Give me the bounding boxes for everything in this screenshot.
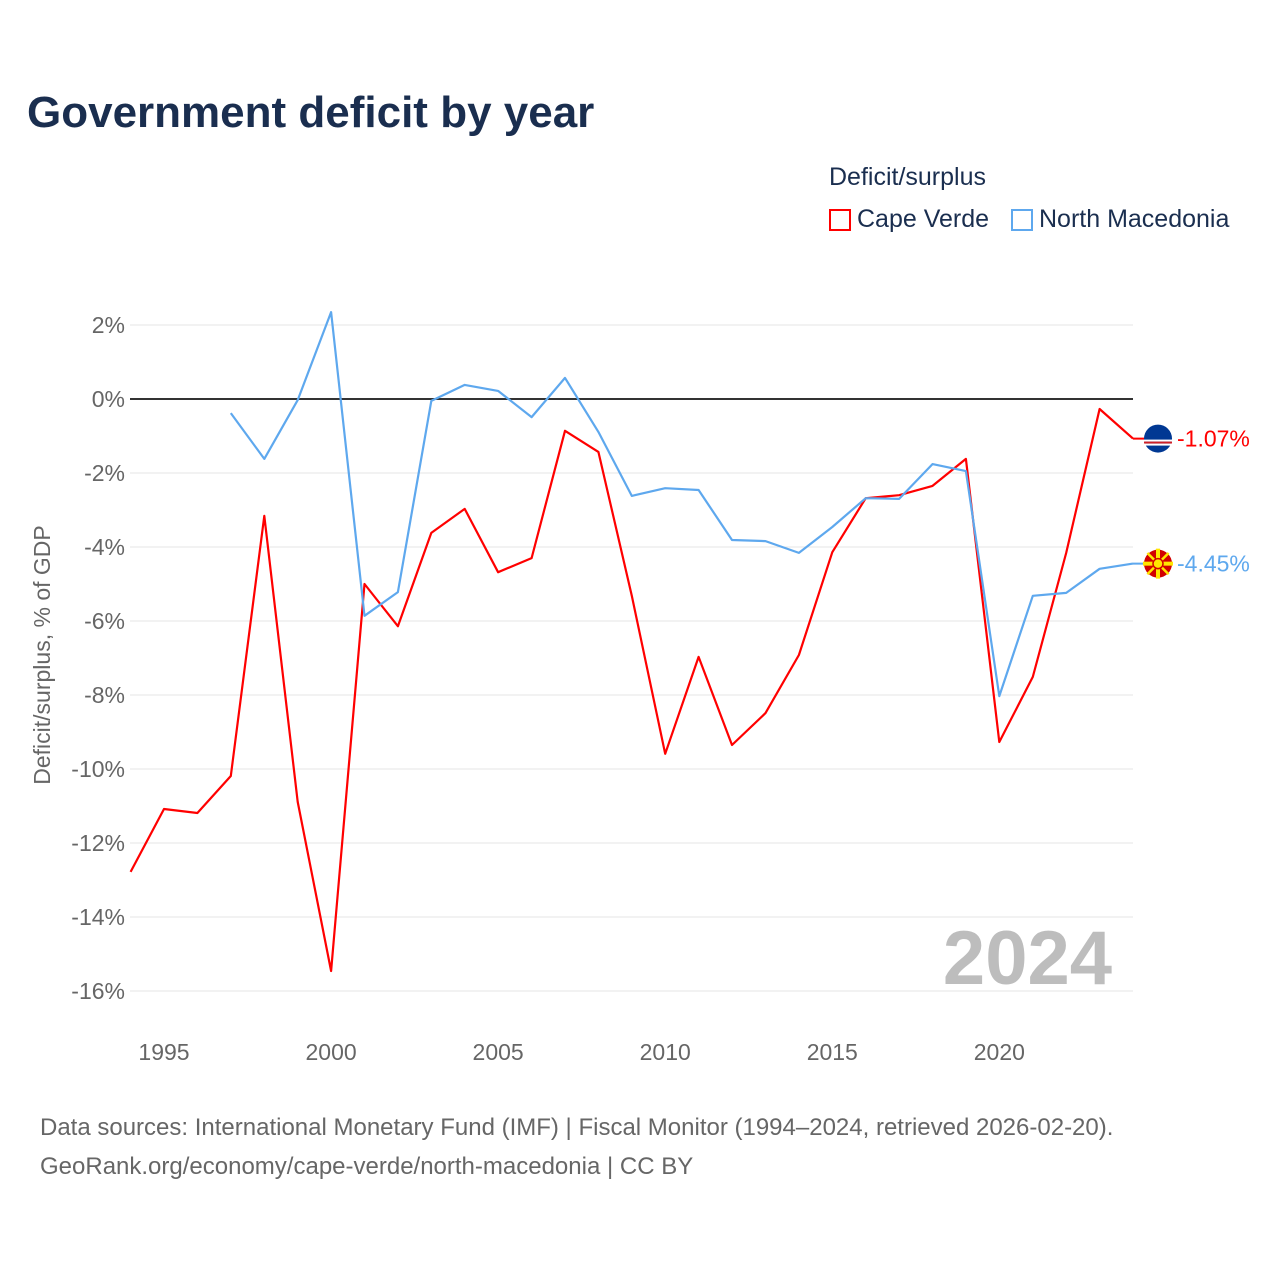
legend-item-cape-verde[interactable]: Cape Verde xyxy=(829,205,989,234)
y-tick-label: -14% xyxy=(71,904,125,930)
y-tick-label: -6% xyxy=(84,608,125,634)
y-tick-label: -16% xyxy=(71,978,125,1004)
y-axis-label: Deficit/surplus, % of GDP xyxy=(29,525,55,784)
y-tick-label: -10% xyxy=(71,756,125,782)
x-tick-label: 2000 xyxy=(305,1039,356,1065)
x-tick-label: 2015 xyxy=(807,1039,858,1065)
x-tick-label: 2010 xyxy=(640,1039,691,1065)
x-tick-label: 1995 xyxy=(138,1039,189,1065)
legend-swatch-north-macedonia xyxy=(1011,208,1033,231)
y-tick-label: -8% xyxy=(84,682,125,708)
legend-label: North Macedonia xyxy=(1039,205,1230,233)
source-line: Data sources: International Monetary Fun… xyxy=(40,1114,1114,1141)
end-value-label: -1.07% xyxy=(1177,426,1250,452)
flag-stripe xyxy=(1144,443,1172,446)
cape-verde-flag-icon xyxy=(1144,424,1172,453)
legend-title: Deficit/surplus xyxy=(829,163,986,191)
end-value-label: -4.45% xyxy=(1177,551,1250,577)
flag-sun xyxy=(1152,557,1164,570)
flag-stripe xyxy=(1144,441,1172,444)
y-tick-label: -12% xyxy=(71,830,125,856)
year-watermark: 2024 xyxy=(943,916,1112,1001)
y-tick-label: -4% xyxy=(84,534,125,560)
flag-stripe xyxy=(1144,439,1172,442)
source-note: Data sources: International Monetary Fun… xyxy=(40,1108,1113,1186)
y-tick-label: -2% xyxy=(84,460,125,486)
legend-swatch-cape-verde xyxy=(829,208,851,231)
source-url[interactable]: GeoRank.org/economy/cape-verde/north-mac… xyxy=(40,1153,694,1180)
x-tick-label: 2020 xyxy=(974,1039,1025,1065)
legend-label: Cape Verde xyxy=(857,205,990,233)
y-tick-label: 0% xyxy=(92,386,125,412)
x-tick-label: 2005 xyxy=(473,1039,524,1065)
legend-item-north-macedonia[interactable]: North Macedonia xyxy=(1011,205,1229,234)
chart-title: Government deficit by year xyxy=(27,88,595,137)
series-line-cape-verde xyxy=(129,407,1134,973)
y-tick-label: 2% xyxy=(92,312,125,338)
series-line-north-macedonia xyxy=(229,311,1134,698)
